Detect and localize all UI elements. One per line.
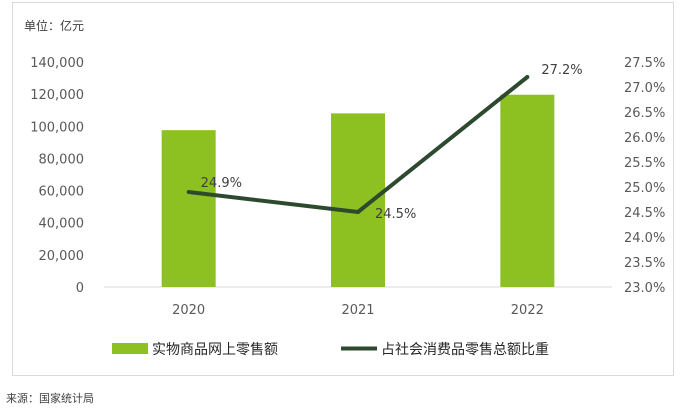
bar-series	[161, 94, 555, 287]
x-tick-label: 2020	[172, 303, 205, 318]
x-tick-label: 2021	[341, 303, 374, 318]
right-tick-label: 26.5%	[624, 106, 665, 121]
line-series: 24.9% 24.5% 27.2%	[186, 63, 583, 222]
right-tick-label: 23.5%	[624, 256, 665, 271]
right-tick-label: 26.0%	[624, 131, 665, 146]
combo-chart: 单位：亿元 0 20,000 40,000 60,000 80,000 100,000 12…	[24, 18, 665, 358]
left-tick-label: 80,000	[39, 152, 85, 167]
left-tick-label: 100,000	[30, 120, 84, 135]
left-tick-label: 140,000	[30, 56, 84, 71]
data-label: 24.9%	[201, 176, 242, 191]
right-tick-label: 24.0%	[624, 231, 665, 246]
right-tick-label: 27.0%	[624, 81, 665, 96]
line-point	[186, 190, 191, 194]
right-tick-label: 25.0%	[624, 181, 665, 196]
legend-label-line: 占社会消费品零售总额比重	[381, 342, 549, 358]
left-tick-label: 20,000	[39, 249, 85, 264]
legend: 实物商品网上零售额 占社会消费品零售总额比重	[112, 342, 549, 358]
unit-label: 单位：亿元	[24, 18, 84, 33]
left-tick-label: 60,000	[39, 185, 85, 200]
x-axis: 2020 2021 2022	[172, 303, 544, 318]
right-tick-label: 23.0%	[624, 281, 665, 296]
data-label: 24.5%	[375, 207, 416, 222]
bar	[500, 94, 555, 287]
source-note: 来源：国家统计局	[6, 392, 94, 405]
line-point	[356, 210, 360, 214]
left-tick-label: 40,000	[39, 217, 85, 232]
legend-label-bar: 实物商品网上零售额	[152, 342, 278, 358]
right-axis: 23.0% 23.5% 24.0% 24.5% 25.0% 25.5% 26.0% 26.5%…	[624, 56, 665, 296]
line-point	[525, 75, 530, 79]
legend-swatch-bar	[112, 343, 148, 354]
right-tick-label: 24.5%	[624, 206, 665, 221]
bar	[161, 130, 216, 287]
right-tick-label: 27.5%	[624, 56, 665, 71]
left-tick-label: 0	[76, 281, 84, 296]
left-tick-label: 120,000	[30, 88, 84, 103]
left-axis: 0 20,000 40,000 60,000 80,000 100,000 120,000 1…	[30, 56, 84, 296]
bar	[331, 113, 385, 287]
x-tick-label: 2022	[511, 303, 544, 318]
data-label: 27.2%	[541, 63, 582, 78]
right-tick-label: 25.5%	[624, 156, 665, 171]
